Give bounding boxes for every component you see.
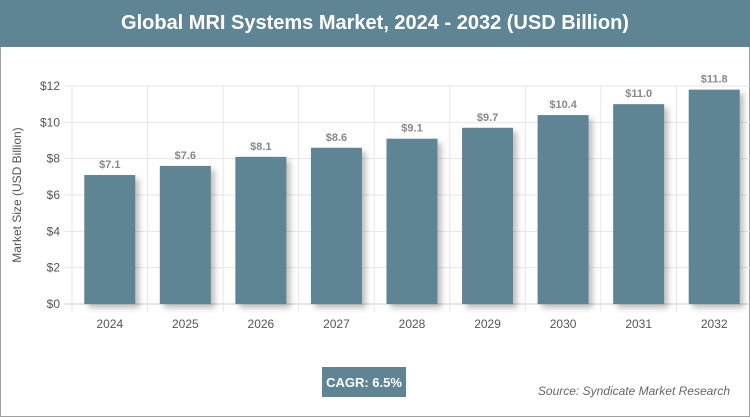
bar-2032	[688, 89, 740, 304]
y-tick-label: $8	[47, 152, 61, 166]
data-label: $9.1	[401, 123, 422, 135]
y-axis-label: Market Size (USD Billion)	[10, 127, 24, 262]
x-tick-label: 2029	[474, 317, 501, 331]
y-tick-label: $2	[47, 261, 61, 275]
x-tick-label: 2032	[701, 317, 728, 331]
cagr-badge: CAGR: 6.5%	[322, 367, 406, 397]
x-tick-label: 2028	[399, 317, 426, 331]
source-note: Source: Syndicate Market Research	[537, 384, 730, 398]
y-tick-label: $10	[40, 115, 60, 129]
y-tick-label: $12	[40, 79, 60, 93]
x-tick-label: 2031	[625, 317, 652, 331]
bar-2024	[84, 175, 136, 304]
data-label: $11.8	[701, 74, 728, 86]
data-label: $7.6	[175, 150, 196, 162]
data-label: $10.4	[549, 99, 577, 111]
x-tick-label: 2024	[96, 317, 123, 331]
bar-2027	[310, 147, 362, 304]
chart-title: Global MRI Systems Market, 2024 - 2032 (…	[0, 0, 750, 47]
x-tick-label: 2030	[550, 317, 577, 331]
data-label: $11.0	[625, 88, 652, 100]
bar-2031	[613, 104, 665, 305]
data-label: $7.1	[99, 159, 120, 171]
data-label: $8.1	[250, 141, 271, 153]
bar-2025	[159, 165, 211, 304]
y-tick-label: $0	[47, 297, 61, 311]
x-tick-label: 2026	[248, 317, 275, 331]
bar-2026	[235, 156, 287, 304]
y-tick-label: $6	[47, 188, 61, 202]
x-tick-label: 2027	[323, 317, 350, 331]
y-tick-label: $4	[47, 224, 61, 238]
bar-2030	[537, 115, 589, 304]
data-label: $9.7	[477, 112, 498, 124]
x-tick-label: 2025	[172, 317, 199, 331]
bar-2029	[462, 127, 514, 305]
data-label: $8.6	[326, 132, 347, 144]
bar-2028	[386, 138, 438, 304]
